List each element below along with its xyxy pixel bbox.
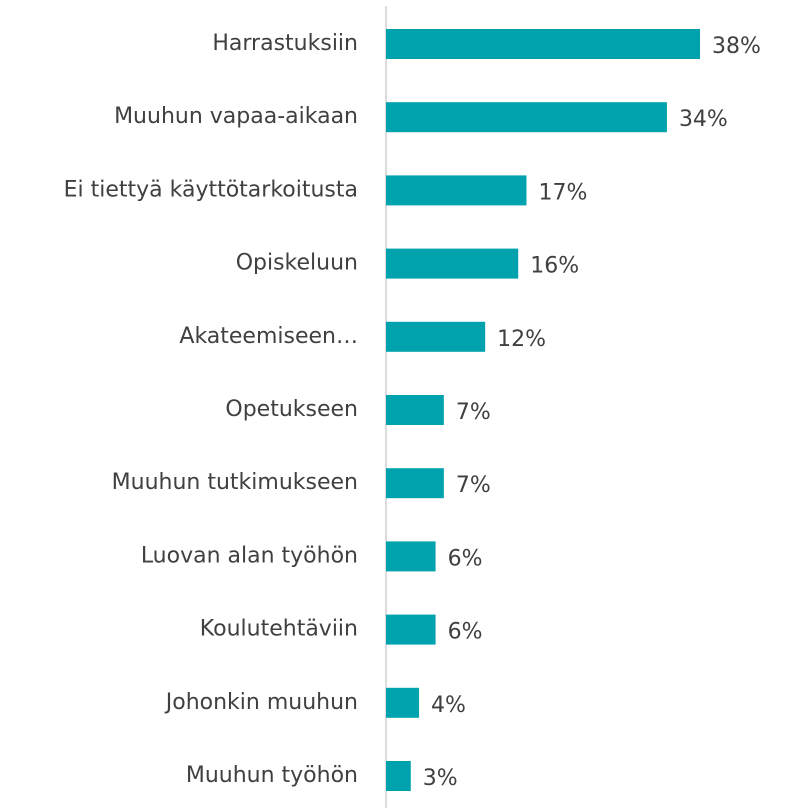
category-label: Muuhun tutkimukseen [112, 470, 358, 495]
bar [386, 175, 527, 206]
category-label: Opetukseen [225, 397, 358, 422]
value-label: 17% [538, 180, 587, 205]
bar [386, 687, 420, 718]
value-label: 7% [456, 400, 491, 425]
bar [386, 614, 436, 645]
bar [386, 395, 444, 425]
category-label: Opiskeluun [236, 251, 358, 276]
bar [386, 761, 411, 791]
category-label: Muuhun työhön [186, 763, 358, 788]
bar [386, 29, 700, 59]
category-label: Muuhun vapaa-aikaan [114, 104, 358, 129]
value-label: 4% [431, 693, 466, 718]
value-label: 38% [712, 34, 761, 59]
category-label: Luovan alan työhön [141, 543, 358, 568]
value-label: 3% [423, 766, 458, 791]
category-label: Harrastuksiin [212, 31, 358, 56]
value-label: 6% [448, 620, 483, 645]
value-label: 6% [448, 546, 483, 571]
bar [386, 321, 486, 352]
value-label: 7% [456, 473, 491, 498]
bar [386, 248, 519, 279]
bar [386, 102, 667, 133]
category-label: Johonkin muuhun [164, 690, 358, 715]
category-label: Akateemiseen… [179, 324, 358, 349]
bar [386, 468, 444, 499]
bar [386, 541, 436, 572]
category-label: Koulutehtäviin [200, 617, 358, 642]
value-label: 16% [530, 254, 579, 279]
category-label: Ei tiettyä käyttötarkoitusta [64, 177, 358, 202]
value-label: 12% [497, 327, 546, 352]
value-label: 34% [679, 107, 728, 132]
